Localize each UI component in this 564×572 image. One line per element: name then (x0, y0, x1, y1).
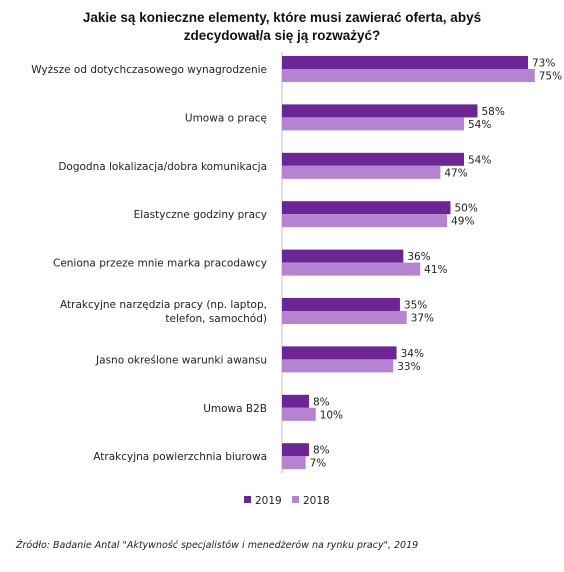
data-label-2018: 7% (310, 458, 327, 470)
category-label: Jasno określone warunki awansu (95, 354, 267, 366)
category-label-line: telefon, samochód) (165, 313, 267, 325)
data-label-2019: 73% (532, 58, 555, 70)
legend-label-2018: 2018 (303, 495, 330, 507)
data-label-2019: 58% (481, 106, 504, 118)
data-label-2019: 50% (455, 203, 478, 215)
category-label-line: Dogodna lokalizacja/dobra komunikacja (58, 161, 267, 173)
data-label-2018: 33% (397, 361, 420, 373)
category-label-line: Umowa B2B (203, 403, 267, 415)
chart-title-line-2: zdecydował/a się ją rozważyć? (183, 28, 381, 43)
category-label: Umowa B2B (203, 403, 267, 415)
bar-2018 (282, 311, 407, 324)
data-label-2018: 47% (444, 167, 467, 179)
data-label-2018: 10% (320, 409, 343, 421)
data-label-2019: 35% (404, 300, 427, 312)
category-label-line: Elastyczne godziny pracy (134, 209, 267, 221)
category-label: Dogodna lokalizacja/dobra komunikacja (58, 161, 267, 173)
source-note: Źródło: Badanie Antal "Aktywność specjal… (16, 540, 419, 551)
bar-2019 (282, 152, 464, 166)
bar-2018 (282, 407, 316, 421)
bar-2019 (282, 56, 529, 69)
category-label: Atrakcyjna powierzchnia biurowa (93, 451, 267, 463)
data-label-2019: 36% (407, 251, 430, 263)
legend-label-2019: 2019 (255, 495, 282, 507)
data-label-2018: 41% (424, 264, 447, 276)
category-label-line: Wyższe od dotychczasowego wynagrodzenie (31, 64, 267, 76)
bar-2018 (282, 117, 464, 131)
bar-2018 (282, 456, 306, 470)
chart-title-line-1: Jakie są konieczne elementy, które musi … (82, 10, 482, 25)
data-label-2018: 54% (468, 119, 491, 131)
bar-2019 (282, 346, 397, 360)
category-label-line: Jasno określone warunki awansu (95, 354, 267, 366)
data-label-2019: 34% (401, 348, 424, 360)
category-label: Wyższe od dotychczasowego wynagrodzenie (31, 64, 267, 76)
bar-2018 (282, 262, 421, 276)
bar-2019 (282, 298, 400, 311)
bar-2019 (282, 394, 309, 408)
category-label: Umowa o pracę (185, 112, 267, 124)
bar-2019 (282, 104, 478, 118)
bar-2018 (282, 214, 448, 228)
category-label-line: Umowa o pracę (185, 112, 267, 124)
data-label-2019: 54% (468, 154, 491, 166)
data-label-2018: 37% (411, 313, 434, 325)
bar-2019 (282, 249, 404, 263)
data-label-2018: 75% (539, 71, 562, 83)
category-label: Ceniona przeze mnie marka pracodawcy (53, 258, 267, 270)
legend-swatch-2018 (292, 496, 299, 503)
data-label-2018: 49% (451, 216, 474, 228)
bar-2018 (282, 69, 535, 82)
category-label-line: Ceniona przeze mnie marka pracodawcy (53, 258, 267, 270)
bar-2019 (282, 201, 451, 215)
category-label-line: Atrakcyjna powierzchnia biurowa (93, 451, 267, 463)
chart-title: Jakie są konieczne elementy, które musi … (0, 9, 564, 45)
bar-2018 (282, 165, 441, 179)
data-label-2019: 8% (313, 396, 330, 408)
legend-swatch-2019 (244, 496, 251, 503)
bar-2018 (282, 359, 394, 373)
category-label: Elastyczne godziny pracy (134, 209, 267, 221)
data-label-2019: 8% (313, 445, 330, 457)
bar-2019 (282, 443, 309, 457)
category-label-line: Atrakcyjne narzędzia pracy (np. laptop, (60, 299, 267, 311)
category-label: Atrakcyjne narzędzia pracy (np. laptop, t… (60, 299, 267, 325)
